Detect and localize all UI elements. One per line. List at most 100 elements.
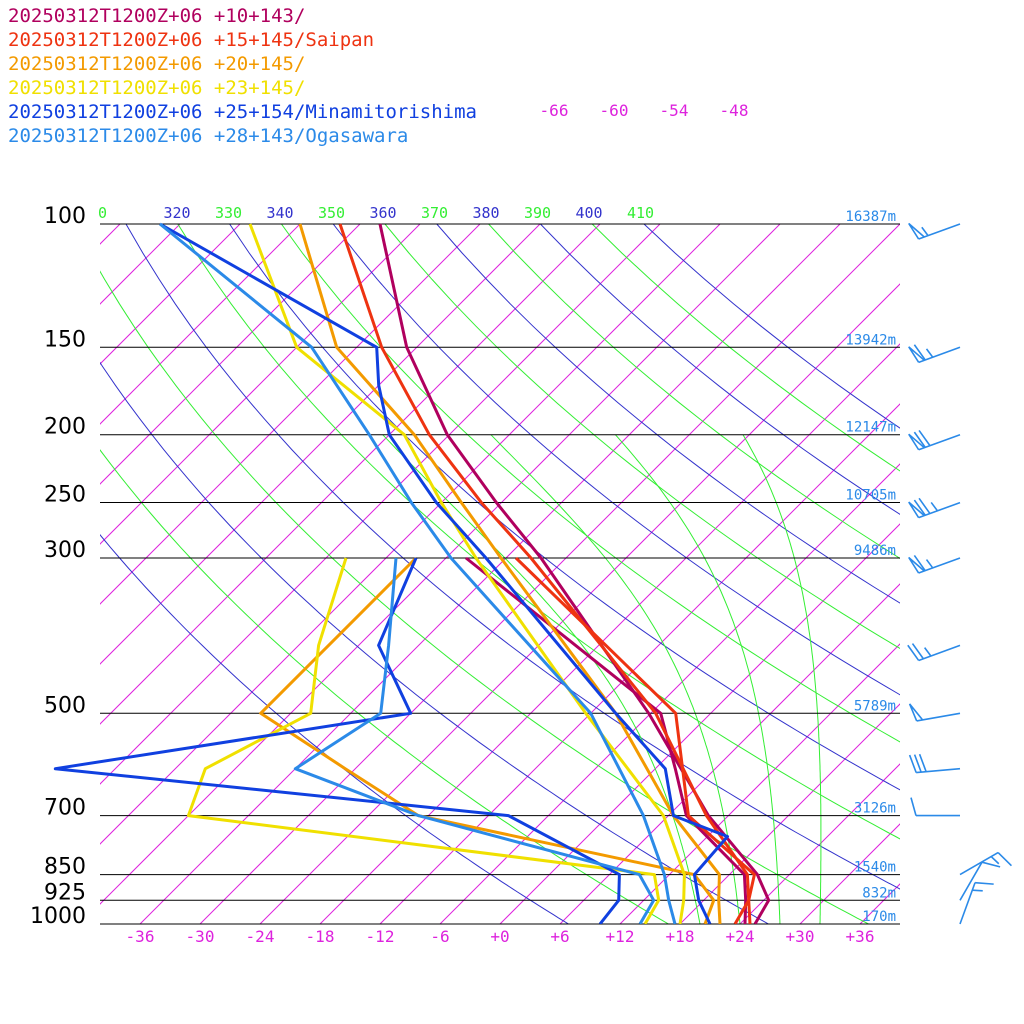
barb-flag: [918, 497, 931, 515]
legend-entry-5: 20250312T1200Z+06 +28+143/Ogasawara: [8, 125, 409, 147]
series-1-dewpoint-line: [514, 556, 756, 924]
theta-label: 340: [267, 204, 294, 222]
moist-adiabat: [742, 434, 822, 924]
series-4-dewpoint-line: [53, 557, 621, 924]
wind-barb: [908, 753, 961, 774]
x-tick-label: +24: [726, 927, 755, 946]
barb-shaft: [918, 501, 961, 519]
dry-adiabat: [280, 224, 900, 743]
x-tick-label: +12: [606, 927, 635, 946]
barb-shaft: [918, 644, 961, 662]
isotherm: [559, 583, 900, 924]
dry-adiabat: [100, 449, 669, 924]
barb-shaft: [959, 851, 999, 876]
x-tick-label: +36: [846, 927, 875, 946]
pressure-label: 1000: [30, 904, 86, 929]
barb-pennant: [908, 556, 925, 574]
x-tick-label: +30: [786, 927, 815, 946]
wind-barb: [959, 851, 1012, 876]
isotherm: [100, 224, 181, 305]
x-tick-label: +18: [666, 927, 695, 946]
height-label: 5789m: [854, 698, 896, 714]
pressure-label: 500: [44, 693, 86, 718]
isotherm: [100, 224, 541, 665]
height-label: 9486m: [854, 543, 896, 559]
pressure-label: 100: [44, 204, 86, 229]
isotherm: [499, 523, 900, 924]
barb-pennant: [908, 703, 924, 722]
isotherm: [739, 763, 900, 924]
dry-adiabat: [488, 224, 900, 559]
barb-shaft: [959, 861, 983, 901]
upper-temp-label: -54: [660, 101, 689, 120]
dry-adiabat: [125, 224, 900, 890]
height-label: 832m: [862, 885, 896, 901]
wind-barb: [908, 554, 961, 574]
isotherm: [679, 703, 900, 924]
barb-flag: [918, 753, 927, 772]
pressure-label: 250: [44, 483, 86, 508]
isotherm: [799, 823, 900, 924]
height-label: 1540m: [854, 860, 896, 876]
moist-adiabat: [490, 434, 741, 924]
chart-legend: 20250312T1200Z+06 +10+143/ 20250312T1200…: [8, 4, 477, 148]
isotherm: [100, 224, 721, 845]
upper-temp-label: -66: [540, 101, 569, 120]
wind-barb: [959, 881, 994, 925]
wind-barbs: [907, 222, 1012, 925]
x-tick-label: -12: [366, 927, 395, 946]
theta-label: 330: [215, 204, 242, 222]
theta-label: 0: [98, 204, 107, 222]
wind-barb: [907, 643, 961, 662]
theta-label: 370: [421, 204, 448, 222]
height-label: 13942m: [845, 332, 896, 348]
legend-entry-2: 20250312T1200Z+06 +20+145/: [8, 53, 306, 75]
dry-adiabat: [643, 224, 900, 429]
barb-flag: [911, 643, 925, 660]
wind-barb: [959, 861, 1001, 901]
isotherm: [259, 283, 900, 924]
x-tick-label: +6: [550, 927, 569, 946]
legend-entry-4: 20250312T1200Z+06 +25+154/Minamitorishim…: [8, 101, 477, 123]
height-label: 170m: [862, 909, 896, 925]
isotherm: [379, 403, 900, 924]
barb-shaft: [918, 346, 961, 364]
series-0-dewpoint-line: [465, 556, 748, 924]
barb-flag: [907, 644, 920, 661]
barb-half-flag: [925, 348, 934, 358]
isotherm: [859, 883, 900, 924]
legend-entry-3: 20250312T1200Z+06 +23+145/: [8, 77, 306, 99]
x-tick-label: -30: [186, 927, 215, 946]
isotherm: [319, 343, 900, 924]
isotherm: [100, 224, 661, 785]
dry-adiabat: [229, 224, 900, 791]
moist-adiabat: [615, 434, 781, 924]
dry-adiabat: [384, 224, 900, 650]
series-5-dewpoint-line: [293, 557, 656, 924]
x-tick-label: -36: [126, 927, 155, 946]
isotherm: [619, 643, 900, 924]
barb-pennant: [908, 222, 925, 240]
pressure-label: 925: [44, 880, 86, 905]
x-tick-label: +0: [490, 927, 509, 946]
barb-flag: [908, 754, 917, 773]
series-3-dewpoint-line: [186, 557, 661, 924]
barb-half-flag: [990, 856, 1000, 865]
barb-flag: [974, 881, 994, 885]
x-tick-label: -24: [246, 927, 275, 946]
series-2-temperature-line: [298, 223, 722, 924]
wind-barb: [910, 797, 960, 817]
barb-flag: [910, 797, 917, 816]
legend-entry-0: 20250312T1200Z+06 +10+143/: [8, 5, 306, 27]
wind-barb: [908, 222, 961, 240]
dry-adiabat: [591, 224, 900, 472]
series-3-temperature-line: [248, 223, 686, 924]
theta-label: 380: [473, 204, 500, 222]
pressure-label: 150: [44, 327, 86, 352]
wind-barb: [908, 703, 961, 722]
barb-flag: [913, 499, 926, 516]
upper-temp-label: -60: [600, 101, 629, 120]
pressure-label: 200: [44, 415, 86, 440]
barb-flag: [997, 852, 1012, 867]
